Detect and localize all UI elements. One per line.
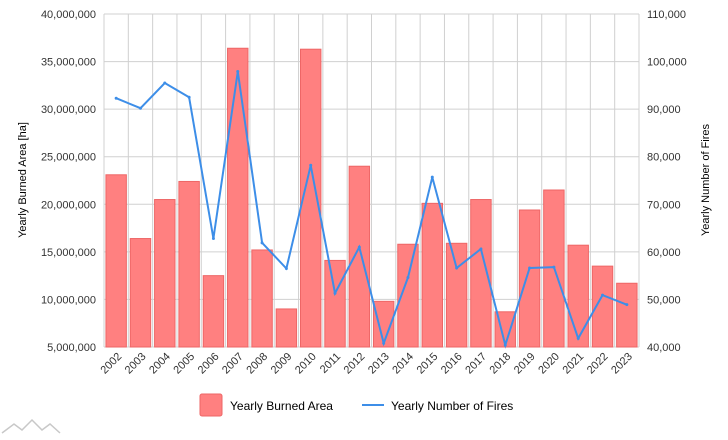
left-axis-ticks: 5,000,000 10,000,000 15,000,000 20,000,000 2… bbox=[41, 9, 96, 354]
fires-point-2020[interactable] bbox=[552, 265, 556, 269]
y2-axis-title: Yearly Number of Fires bbox=[700, 123, 712, 236]
x-tick-label: 2007 bbox=[220, 351, 246, 377]
fires-point-2022[interactable] bbox=[601, 293, 605, 297]
fires-point-2019[interactable] bbox=[528, 266, 532, 270]
x-tick-label: 2014 bbox=[390, 351, 416, 377]
x-tick-label: 2023 bbox=[609, 351, 635, 377]
bar-2021[interactable] bbox=[567, 244, 589, 348]
y-tick-label: 30,000,000 bbox=[41, 104, 96, 116]
x-tick-label: 2006 bbox=[196, 351, 222, 377]
bar-2002[interactable] bbox=[105, 174, 127, 348]
y-tick-label: 35,000,000 bbox=[41, 57, 96, 69]
x-tick-label: 2004 bbox=[147, 351, 173, 377]
bar-2009[interactable] bbox=[275, 308, 298, 348]
x-tick-label: 2011 bbox=[318, 351, 343, 376]
fires-point-2008[interactable] bbox=[260, 241, 264, 245]
x-tick-label: 2013 bbox=[366, 351, 392, 377]
bar-2014[interactable] bbox=[397, 243, 419, 348]
fires-point-2009[interactable] bbox=[284, 267, 288, 271]
legend-label-number-of-fires: Yearly Number of Fires bbox=[391, 399, 513, 413]
fires-point-2023[interactable] bbox=[625, 303, 629, 307]
fires-point-2005[interactable] bbox=[187, 95, 191, 99]
y2-tick-label: 50,000 bbox=[647, 294, 681, 306]
fires-line-path[interactable] bbox=[115, 71, 628, 349]
fires-point-2021[interactable] bbox=[576, 336, 580, 340]
bar-2012[interactable] bbox=[348, 165, 371, 348]
fires-point-2004[interactable] bbox=[163, 81, 167, 85]
bar-2023[interactable] bbox=[616, 282, 638, 348]
y-tick-label: 15,000,000 bbox=[41, 247, 96, 259]
bar-series-yearly-burned-area bbox=[105, 47, 638, 348]
y-tick-label: 40,000,000 bbox=[41, 9, 96, 21]
bar-2005[interactable] bbox=[178, 180, 200, 348]
y2-tick-label: 40,000 bbox=[647, 342, 681, 354]
fires-point-2014[interactable] bbox=[406, 276, 410, 280]
fires-point-2010[interactable] bbox=[309, 163, 313, 167]
y-tick-label: 20,000,000 bbox=[41, 199, 96, 211]
y2-tick-label: 70,000 bbox=[647, 199, 681, 211]
y-axis-title: Yearly Burned Area [ha] bbox=[17, 122, 29, 238]
bar-2022[interactable] bbox=[591, 265, 614, 348]
y-tick-label: 10,000,000 bbox=[41, 294, 96, 306]
fires-point-2016[interactable] bbox=[455, 266, 459, 270]
x-tick-label: 2008 bbox=[244, 351, 270, 377]
grid-lines bbox=[103, 13, 640, 348]
legend: Yearly Burned Area Yearly Number of Fire… bbox=[199, 393, 513, 417]
x-tick-label: 2020 bbox=[536, 351, 562, 377]
x-tick-label: 2003 bbox=[123, 351, 149, 377]
bar-2019[interactable] bbox=[518, 209, 541, 348]
bar-2008[interactable] bbox=[251, 249, 273, 348]
bar-2004[interactable] bbox=[154, 199, 176, 348]
x-tick-label: 2021 bbox=[561, 351, 587, 377]
bar-2003[interactable] bbox=[129, 238, 152, 348]
x-tick-label: 2012 bbox=[342, 351, 368, 377]
bar-2010[interactable] bbox=[299, 48, 322, 348]
bar-2013[interactable] bbox=[372, 300, 395, 348]
legend-label-burned-area: Yearly Burned Area bbox=[230, 399, 333, 413]
line-series-yearly-number-of-fires bbox=[114, 70, 629, 349]
x-tick-label: 2019 bbox=[512, 351, 538, 377]
fires-point-2012[interactable] bbox=[357, 245, 361, 249]
x-tick-label: 2009 bbox=[269, 351, 295, 377]
x-tick-label: 2005 bbox=[171, 351, 197, 377]
fires-point-2018[interactable] bbox=[503, 343, 507, 347]
y-tick-label: 25,000,000 bbox=[41, 152, 96, 164]
bar-2006[interactable] bbox=[202, 275, 225, 348]
y2-tick-label: 80,000 bbox=[647, 152, 681, 164]
bar-2015[interactable] bbox=[421, 202, 444, 348]
bar-2011[interactable] bbox=[324, 259, 346, 348]
bar-2016[interactable] bbox=[445, 242, 468, 348]
y-tick-label: 5,000,000 bbox=[47, 342, 96, 354]
fires-point-2003[interactable] bbox=[138, 106, 142, 110]
x-tick-label: 2002 bbox=[98, 351, 124, 377]
x-tick-label: 2018 bbox=[488, 351, 514, 377]
x-tick-label: 2022 bbox=[585, 351, 611, 377]
x-tick-label: 2016 bbox=[439, 351, 465, 377]
x-tick-label: 2017 bbox=[463, 351, 489, 377]
bar-2007[interactable] bbox=[227, 47, 249, 348]
right-axis-ticks: 40,000 50,000 60,000 70,000 80,000 90,000 100,… bbox=[647, 9, 687, 354]
legend-item-number-of-fires[interactable]: Yearly Number of Fires bbox=[362, 399, 513, 413]
y2-tick-label: 60,000 bbox=[647, 247, 681, 259]
y2-tick-label: 110,000 bbox=[647, 9, 686, 21]
fires-point-2015[interactable] bbox=[430, 175, 434, 179]
y2-tick-label: 90,000 bbox=[647, 104, 681, 116]
fires-point-2017[interactable] bbox=[479, 247, 483, 251]
x-tick-label: 2010 bbox=[293, 351, 319, 377]
fires-point-2013[interactable] bbox=[382, 341, 386, 345]
x-tick-label: 2015 bbox=[415, 351, 441, 377]
fires-point-2007[interactable] bbox=[236, 70, 240, 74]
bar-2017[interactable] bbox=[470, 199, 492, 348]
fires-point-2006[interactable] bbox=[211, 237, 215, 241]
legend-swatch-bar bbox=[199, 393, 223, 417]
fires-point-2002[interactable] bbox=[114, 96, 118, 100]
fires-point-2011[interactable] bbox=[333, 291, 337, 295]
y2-tick-label: 100,000 bbox=[647, 57, 687, 69]
chart-logo-icon bbox=[1, 418, 61, 434]
legend-item-burned-area[interactable]: Yearly Burned Area bbox=[199, 393, 333, 417]
